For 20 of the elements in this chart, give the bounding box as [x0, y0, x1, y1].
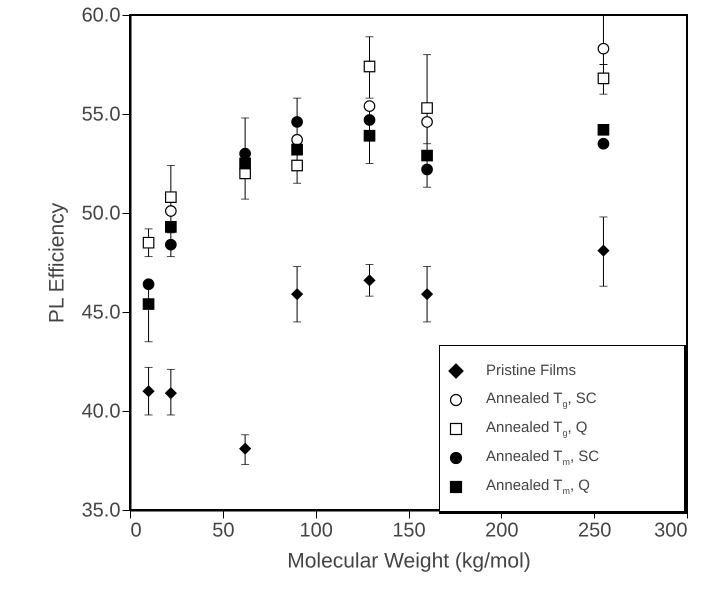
x-tick-label: 200	[485, 520, 519, 542]
y-tick-label: 60.0	[82, 4, 120, 26]
legend-label: Annealed T$_{g}$, SC	[486, 390, 597, 409]
y-tick-label: 35.0	[82, 500, 120, 522]
legend-label: Pristine Films	[486, 362, 576, 379]
legend-label: Annealed T$_{g}$, Q	[486, 419, 588, 438]
x-tick-label: 0	[130, 520, 142, 542]
x-tick-label: 100	[299, 520, 333, 542]
x-tick-label: 300	[654, 520, 688, 542]
x-axis-title: Molecular Weight (kg/mol)	[287, 550, 531, 572]
y-tick-label: 55.0	[82, 104, 120, 126]
x-tick-label: 50	[212, 520, 234, 542]
y-tick-label: 45.0	[82, 302, 120, 324]
y-tick-label: 40.0	[82, 400, 120, 422]
x-tick-label: 150	[392, 520, 426, 542]
y-axis-title: PL Efficiency	[46, 202, 69, 324]
y-tick-label: 50.0	[82, 202, 120, 224]
legend-label: Annealed T$_{m}$, SC	[486, 448, 600, 467]
legend-label: Annealed T$_{m}$, Q	[486, 477, 590, 496]
x-tick-label: 250	[578, 520, 612, 542]
